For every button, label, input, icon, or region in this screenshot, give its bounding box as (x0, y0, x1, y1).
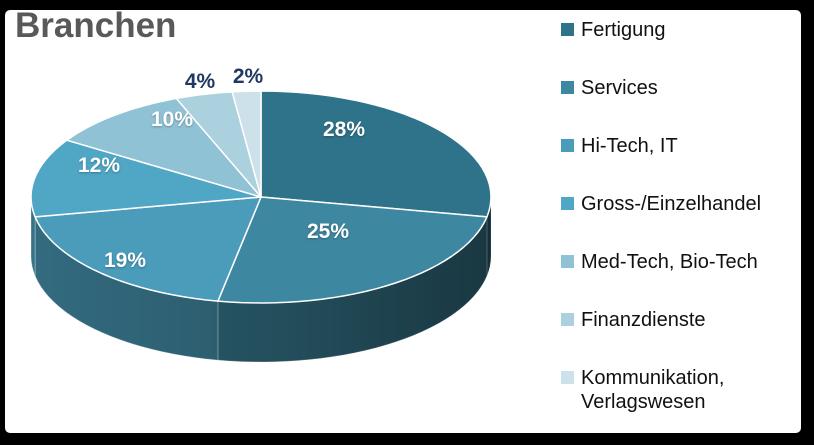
legend-swatch-icon (561, 313, 574, 326)
pie-slice (30, 139, 262, 218)
pie-slice (231, 90, 262, 198)
legend-item: Fertigung (561, 18, 799, 76)
legend: Fertigung Services Hi-Tech, IT Gross-/Einze… (561, 18, 799, 424)
legend-swatch-icon (561, 371, 574, 384)
legend-item: Kommunikation, Verlagswesen (561, 366, 799, 424)
legend-item: Services (561, 76, 799, 134)
slice-label: 4% (184, 70, 216, 93)
legend-swatch-icon (561, 255, 574, 268)
legend-label: Kommunikation, Verlagswesen (581, 367, 725, 413)
legend-label: Hi-Tech, IT (581, 135, 678, 157)
legend-label: Fertigung (581, 19, 666, 41)
legend-swatch-icon (561, 81, 574, 94)
pie-wall-shading (31, 197, 491, 362)
slice-label: 28% (322, 118, 366, 141)
slice-label: 10% (150, 108, 194, 131)
slice-label: 25% (306, 220, 350, 243)
legend-swatch-icon (561, 139, 574, 152)
legend-label: Gross-/Einzelhandel (581, 193, 762, 215)
legend-label: Finanzdienste (581, 309, 706, 331)
legend-swatch-icon (561, 23, 574, 36)
pie-slice (66, 97, 262, 198)
pie-slice (175, 91, 262, 198)
pie-slice (34, 196, 262, 302)
pie-slice (217, 196, 488, 304)
pie-slice (260, 90, 492, 218)
legend-label: Med-Tech, Bio-Tech (581, 251, 758, 273)
legend-item: Finanzdienste (561, 308, 799, 366)
page-title: Branchen (15, 6, 177, 45)
legend-item: Med-Tech, Bio-Tech (561, 250, 799, 308)
legend-item: Gross-/Einzelhandel (561, 192, 799, 250)
slice-label: 2% (232, 65, 264, 88)
slice-label: 12% (77, 154, 121, 177)
slice-label: 19% (103, 249, 147, 272)
legend-swatch-icon (561, 197, 574, 210)
legend-item: Hi-Tech, IT (561, 134, 799, 192)
legend-label: Services (581, 77, 658, 99)
